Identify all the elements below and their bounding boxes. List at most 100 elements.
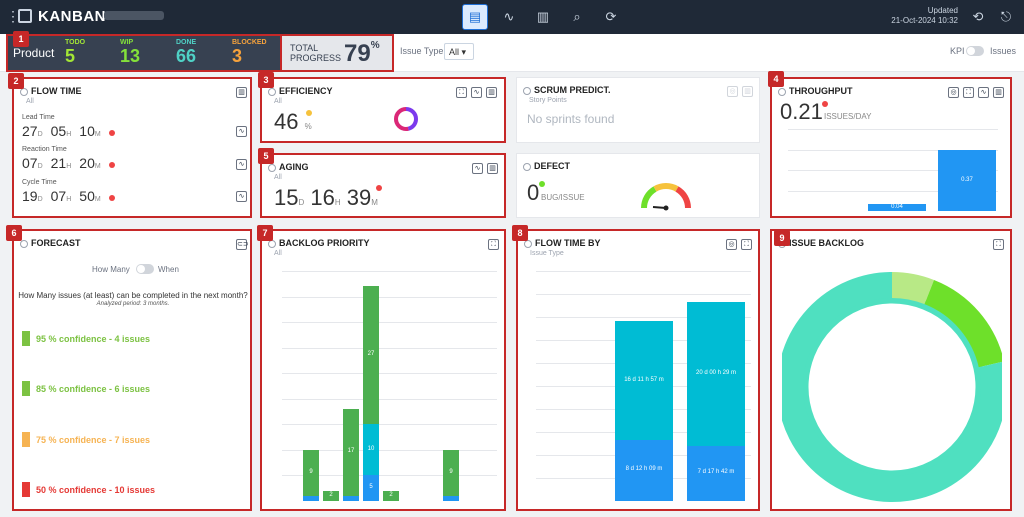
gridline xyxy=(788,129,998,130)
how-many-label: How Many xyxy=(92,265,130,274)
project-name-redacted[interactable] xyxy=(104,11,164,20)
board-logo-icon xyxy=(18,9,32,23)
backlog-slice xyxy=(891,272,935,305)
gridline xyxy=(282,449,497,451)
badge-9: 9 xyxy=(774,230,790,246)
priority-bar-label: 2 xyxy=(329,491,333,498)
backlog-slice xyxy=(782,272,1002,502)
priority-bar-green xyxy=(343,409,359,496)
aging-card: AGING All ∿ ▥ 15D 16H 39M xyxy=(260,153,506,218)
kpi-issues-toggle[interactable] xyxy=(966,46,984,56)
forecast-line-75: 75 % confidence - 7 issues xyxy=(22,432,150,447)
gridline xyxy=(788,149,998,151)
backlog-priority-card: BACKLOG PRIORITY All ⛶ 9 2 17 5 10 27 2 9 xyxy=(260,229,506,511)
wip-stat: WIP 13 xyxy=(120,39,141,66)
priority-bar-teal xyxy=(363,424,379,476)
forecast-note: Analyzed period: 3 months. xyxy=(96,301,170,307)
alert-dot xyxy=(108,130,115,136)
badge-4: 4 xyxy=(768,71,784,87)
chart-icon[interactable]: ▥ xyxy=(487,163,498,174)
efficiency-card: EFFICIENCY All ⛶ ∿ ▥ 46 % xyxy=(260,77,506,143)
link-icon[interactable]: ⊂⊃ xyxy=(236,239,249,250)
priority-bar-label: 27 xyxy=(367,351,375,358)
badge-7: 7 xyxy=(257,225,273,241)
refresh-icon[interactable]: ⟲ xyxy=(972,9,984,24)
gridline xyxy=(282,296,497,298)
dashboard-view-icon[interactable]: ▤ xyxy=(462,4,488,30)
flow-bar-bottom xyxy=(687,445,745,501)
issues-label: Issues xyxy=(990,46,1017,56)
chart-icon[interactable]: ▥ xyxy=(993,87,1004,98)
flow-bar-bottom xyxy=(615,439,673,501)
expand-icon[interactable]: ⛶ xyxy=(488,239,499,250)
settings-icon[interactable]: ◎ xyxy=(948,87,959,98)
forecast-question: How Many issues (at least) can be comple… xyxy=(18,291,248,300)
flow-bar-label: 16 d 11 h 57 m xyxy=(624,376,664,383)
priority-bar-green xyxy=(323,490,339,501)
expand-icon[interactable]: ⛶ xyxy=(741,239,752,250)
throughput-card: THROUGHPUT ◎ ⛶ ∿ ▥ 0.21 ISSUES/DAY 0.04 0… xyxy=(770,77,1012,218)
priority-bar-blue xyxy=(343,495,359,501)
chart-icon[interactable]: ▥ xyxy=(236,87,247,98)
inner-ring xyxy=(799,294,985,480)
priority-bar-blue xyxy=(443,495,459,501)
backlog-priority-chart: 9 2 17 5 10 27 2 9 xyxy=(282,271,502,501)
priority-bar-label: 2 xyxy=(389,491,393,498)
chart-icon[interactable]: ▥ xyxy=(742,86,753,97)
alert-dot xyxy=(108,162,115,168)
kebab-menu-icon[interactable]: ⋮ xyxy=(6,8,20,24)
gridline xyxy=(788,170,998,171)
flow-bar-label: 20 d 00 h 29 m xyxy=(695,369,737,376)
gridline xyxy=(282,373,497,375)
expand-icon[interactable]: ⛶ xyxy=(963,87,974,98)
flow-bar-top xyxy=(615,321,673,440)
settings-icon[interactable]: ◎ xyxy=(726,239,737,250)
gridline xyxy=(282,424,497,426)
trend-icon[interactable]: ∿ xyxy=(472,163,483,174)
defect-value: 0 xyxy=(527,180,540,205)
flow-time-by-chart: 8 d 12 h 09 m 16 d 11 h 57 m 7 d 17 h 42 m… xyxy=(536,271,756,501)
chart-view-icon[interactable]: ▥ xyxy=(536,9,550,24)
trend-icon[interactable]: ∿ xyxy=(471,87,482,98)
badge-2: 2 xyxy=(8,73,24,89)
gridline xyxy=(536,271,751,272)
aging-value: 15D 16H 39M xyxy=(274,185,378,210)
issue-backlog-donut xyxy=(782,272,1002,502)
trend-view-icon[interactable]: ∿ xyxy=(503,9,515,24)
priority-bar-label: 5 xyxy=(369,484,373,491)
done-stat: DONE 66 xyxy=(176,39,197,66)
trend-icon[interactable]: ∿ xyxy=(236,191,247,202)
priority-bar-green xyxy=(383,490,399,501)
priority-bar-label: 9 xyxy=(449,468,453,475)
badge-6: 6 xyxy=(6,225,22,241)
priority-bar-label: 9 xyxy=(309,468,313,475)
flow-time-by-card: FLOW TIME BY Issue Type ◎ ⛶ 8 d 12 h 09 … xyxy=(516,229,760,511)
how-many-when-toggle[interactable] xyxy=(136,264,154,274)
sync-view-icon[interactable]: ⟳ xyxy=(605,9,617,24)
logout-icon[interactable]: ⎋ xyxy=(1000,9,1012,24)
empty-state: No sprints found xyxy=(527,112,615,126)
flow-bar-top xyxy=(687,301,745,446)
forecast-line-50: 50 % confidence - 10 issues xyxy=(22,482,155,497)
gridline xyxy=(536,294,751,295)
chart-icon[interactable]: ▥ xyxy=(486,87,497,98)
badge-3: 3 xyxy=(258,72,274,88)
status-summary: Product TODO 5 WIP 13 DONE 66 BLOCKED 3 xyxy=(6,34,282,72)
alert-dot xyxy=(822,101,828,107)
forecast-line-85: 85 % confidence - 6 issues xyxy=(22,381,150,396)
settings-icon[interactable]: ◎ xyxy=(727,86,738,97)
flow-time-card: FLOW TIME All ▥ Lead Time 27D 05H 10M ∿ Re… xyxy=(12,77,252,218)
trend-icon[interactable]: ∿ xyxy=(236,159,247,170)
top-bar: ⋮ KANBAN ▤ ∿ ▥ ⌕ ⟳ Updated 21-Oct-2024 1… xyxy=(0,0,1024,34)
search-icon[interactable]: ⌕ xyxy=(573,9,581,24)
expand-icon[interactable]: ⛶ xyxy=(456,87,467,98)
throughput-bar-label: 0.04 xyxy=(891,203,903,210)
expand-icon[interactable]: ⛶ xyxy=(993,239,1004,250)
lead-time-row: Lead Time 27D 05H 10M xyxy=(22,114,115,139)
trend-icon[interactable]: ∿ xyxy=(978,87,989,98)
issue-type-select[interactable]: All ▾ xyxy=(444,43,474,60)
trend-icon[interactable]: ∿ xyxy=(236,126,247,137)
throughput-bar-label: 0.37 xyxy=(961,176,973,183)
issue-backlog-card: ISSUE BACKLOG ⛶ xyxy=(770,229,1012,511)
gridline xyxy=(788,190,998,192)
